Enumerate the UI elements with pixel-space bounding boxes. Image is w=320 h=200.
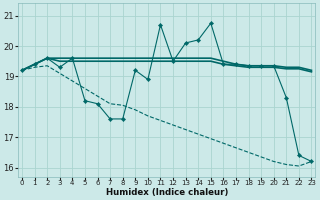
X-axis label: Humidex (Indice chaleur): Humidex (Indice chaleur) <box>106 188 228 197</box>
